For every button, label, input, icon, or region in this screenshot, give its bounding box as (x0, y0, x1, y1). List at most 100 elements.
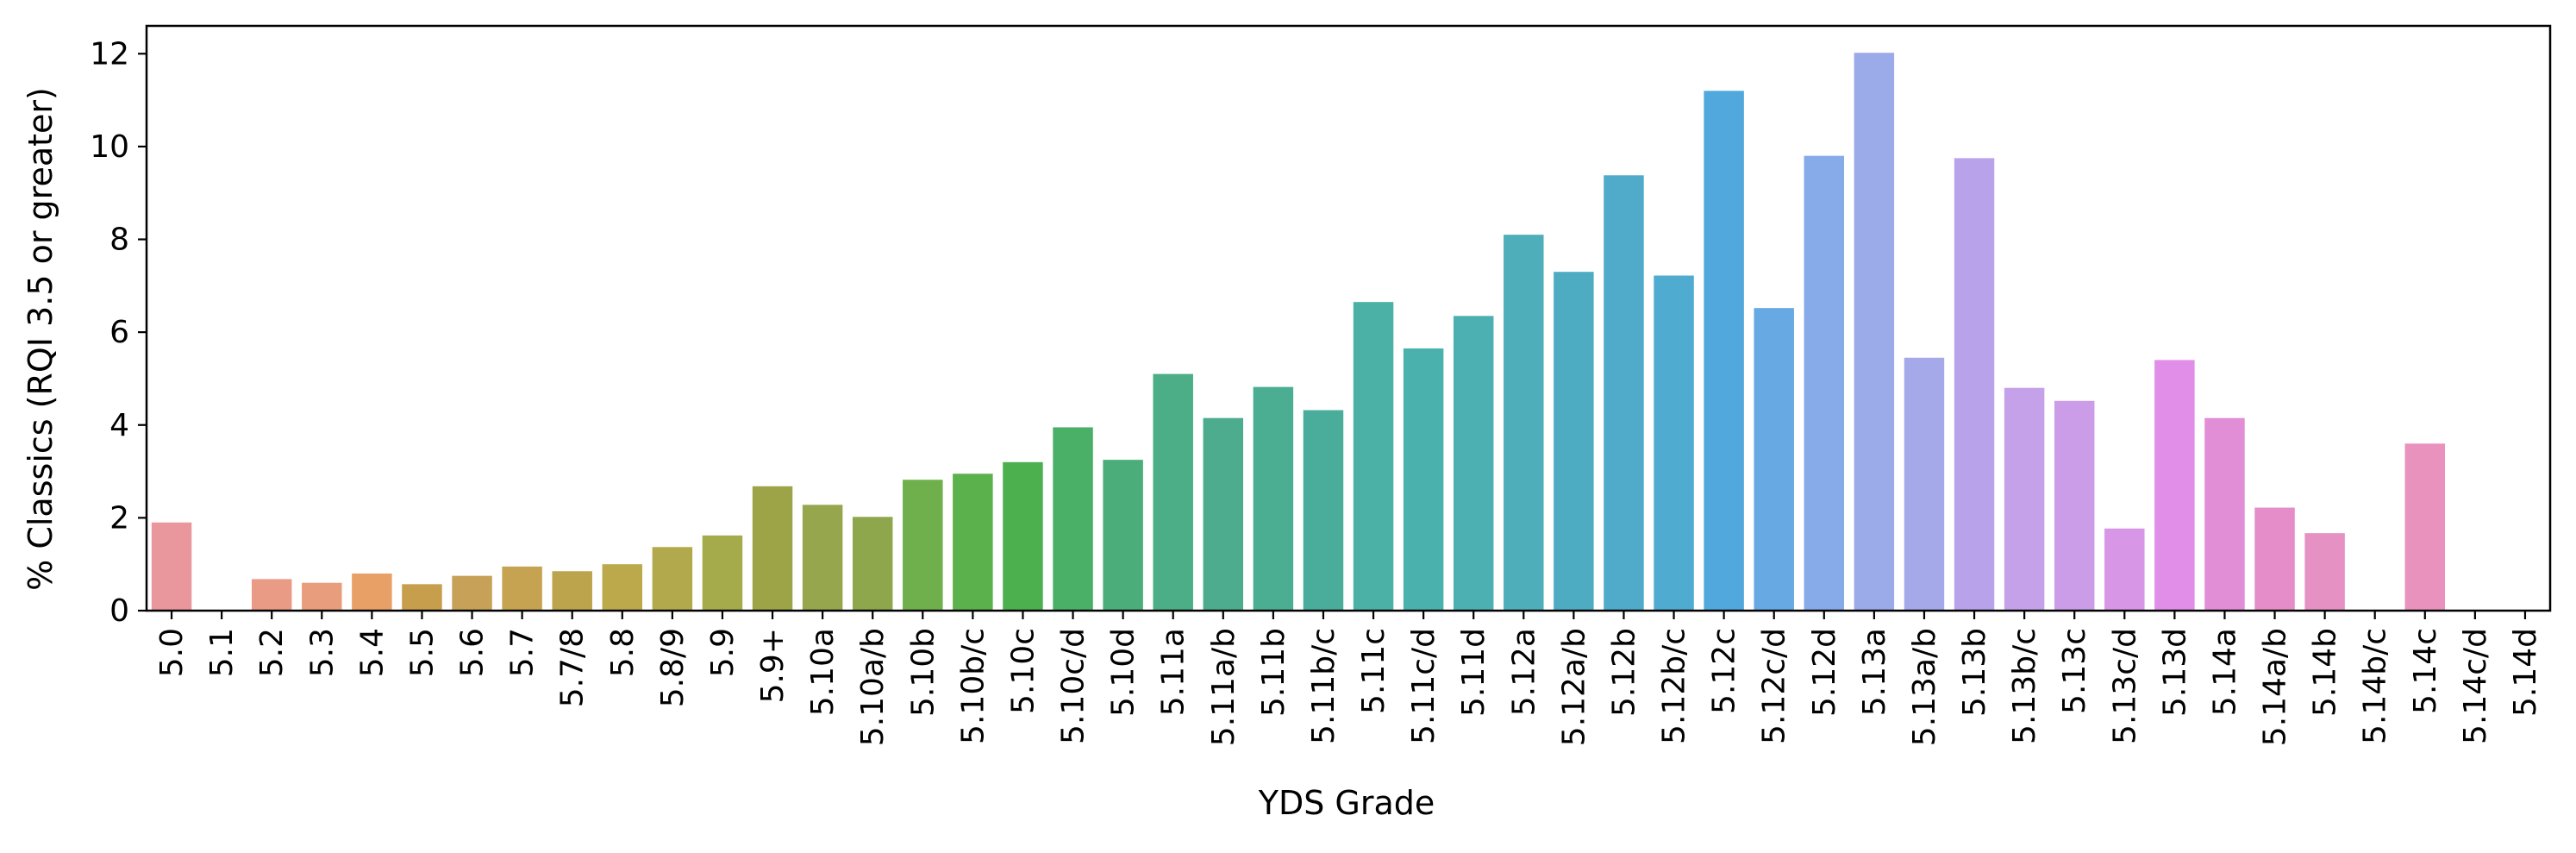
x-tick-label: 5.14b/c (2358, 628, 2393, 744)
bar-5.11b (1253, 386, 1294, 611)
bar-5.12b/c (1654, 275, 1694, 611)
bar-5.7/8 (552, 571, 592, 611)
bar-5.12c (1704, 91, 1744, 611)
y-tick-label: 4 (109, 408, 129, 443)
bar-5.14a (2204, 417, 2245, 611)
bar-5.9 (702, 535, 743, 611)
x-tick-label: 5.10a/b (855, 628, 891, 746)
bar-5.3 (302, 582, 342, 611)
x-tick-label: 5.13b/c (2007, 628, 2042, 744)
bar-5.10b (903, 480, 943, 611)
x-tick-label: 5.4 (354, 628, 390, 677)
bar-5.11c (1353, 302, 1394, 611)
x-tick-label: 5.10b/c (955, 628, 991, 744)
y-tick-label: 6 (109, 315, 129, 350)
x-tick-label: 5.14c/d (2458, 628, 2493, 744)
x-tick-label: 5.13c/d (2107, 628, 2142, 744)
x-tick-label: 5.12a/b (1556, 628, 1591, 746)
x-axis-label: YDS Grade (1258, 784, 1435, 822)
bar-5.10c/d (1053, 427, 1093, 611)
bar-5.13c/d (2104, 528, 2145, 611)
bar-5.10a/b (852, 517, 893, 611)
x-tick-label: 5.13a/b (1907, 628, 1942, 746)
bar-5.13a/b (1904, 357, 1945, 611)
x-tick-label: 5.8 (605, 628, 641, 677)
y-tick-label: 8 (109, 223, 129, 258)
y-tick-label: 2 (109, 500, 129, 536)
bar-5.12a/b (1554, 272, 1594, 611)
bar-5.13d (2154, 360, 2195, 611)
x-tick-label: 5.10b (905, 628, 941, 717)
x-tick-label: 5.11c/d (1406, 628, 1441, 744)
bar-5.11a (1153, 373, 1193, 611)
plot-frame (145, 24, 2552, 612)
bar-5.10b/c (953, 474, 993, 611)
bar-5.12a (1504, 235, 1544, 611)
x-tick-label: 5.2 (254, 628, 290, 677)
x-tick-label: 5.10a (805, 628, 841, 716)
bar-5.11b/c (1303, 410, 1344, 611)
x-tick-label: 5.14a/b (2258, 628, 2293, 746)
x-tick-label: 5.14d (2508, 628, 2543, 717)
x-tick-label: 5.10c (1005, 628, 1041, 714)
x-tick-label: 5.7 (505, 628, 541, 677)
bar-5.8 (602, 564, 643, 611)
x-tick-label: 5.11d (1456, 628, 1491, 717)
bar-5.11c/d (1403, 348, 1444, 611)
x-tick-label: 5.7/8 (555, 628, 591, 707)
bar-5.13a (1854, 53, 1895, 611)
y-tick-label: 0 (109, 593, 129, 629)
bar-5.14a/b (2254, 507, 2295, 611)
x-tick-label: 5.1 (204, 628, 240, 677)
bar-5.14c (2404, 443, 2446, 611)
x-tick-label: 5.12d (1807, 628, 1842, 717)
x-tick-label: 5.14b (2308, 628, 2343, 717)
x-tick-label: 5.10c/d (1056, 628, 1091, 744)
bar-5.10a (802, 505, 843, 611)
bar-5.12c/d (1754, 308, 1794, 611)
bars-layer (151, 53, 2446, 612)
x-tick-label: 5.11c (1356, 628, 1391, 714)
x-tick-label: 5.9+ (755, 628, 791, 703)
y-axis-label: % Classics (RQI 3.5 or greater) (22, 87, 59, 591)
x-tick-label: 5.13d (2157, 628, 2192, 717)
bar-5.5 (402, 584, 442, 611)
bar-5.0 (151, 522, 192, 611)
x-tick-label: 5.13c (2057, 628, 2092, 714)
bar-5.7 (502, 566, 542, 611)
x-tick-label: 5.11a/b (1206, 628, 1241, 746)
x-tick-label: 5.12a (1506, 628, 1541, 716)
bar-5.2 (251, 579, 292, 611)
bar-5.13b/c (2004, 387, 2045, 611)
x-tick-label: 5.14a (2207, 628, 2242, 716)
x-tick-label: 5.12b/c (1657, 628, 1692, 744)
bar-5.10d (1103, 460, 1143, 611)
bar-5.4 (352, 573, 392, 611)
x-tick-label: 5.14c (2408, 628, 2443, 714)
bar-5.13b (1954, 158, 1995, 612)
y-tick-label: 10 (90, 129, 129, 165)
x-tick-label: 5.12b (1606, 628, 1641, 717)
bar-5.13c (2054, 400, 2095, 611)
axes-layer: 0 2 4 6 8 10 12 5.0 5.1 5.2 5.3 5.4 5.5 5.6 5.7 5.7/8 5.… (90, 24, 2552, 746)
bar-5.6 (452, 575, 492, 611)
bar-5.11d (1453, 316, 1494, 611)
x-tick-label: 5.9 (705, 628, 741, 677)
x-tick-label: 5.5 (404, 628, 440, 677)
bar-5.9+ (752, 486, 793, 611)
bar-5.11a/b (1203, 417, 1244, 611)
x-tick-label: 5.11a (1156, 628, 1191, 716)
x-tick-label: 5.12c/d (1757, 628, 1792, 744)
x-tick-label: 5.0 (154, 628, 190, 677)
x-tick-label: 5.6 (455, 628, 491, 677)
x-tick-label: 5.8/9 (655, 628, 691, 707)
bar-5.8/9 (652, 547, 693, 611)
x-tick-label: 5.12c (1707, 628, 1742, 714)
x-tick-label: 5.11b (1256, 628, 1291, 717)
x-tick-label: 5.3 (304, 628, 340, 677)
x-tick-label: 5.13b (1957, 628, 1992, 717)
y-tick-label: 12 (90, 36, 129, 72)
x-tick-label: 5.11b/c (1306, 628, 1341, 744)
